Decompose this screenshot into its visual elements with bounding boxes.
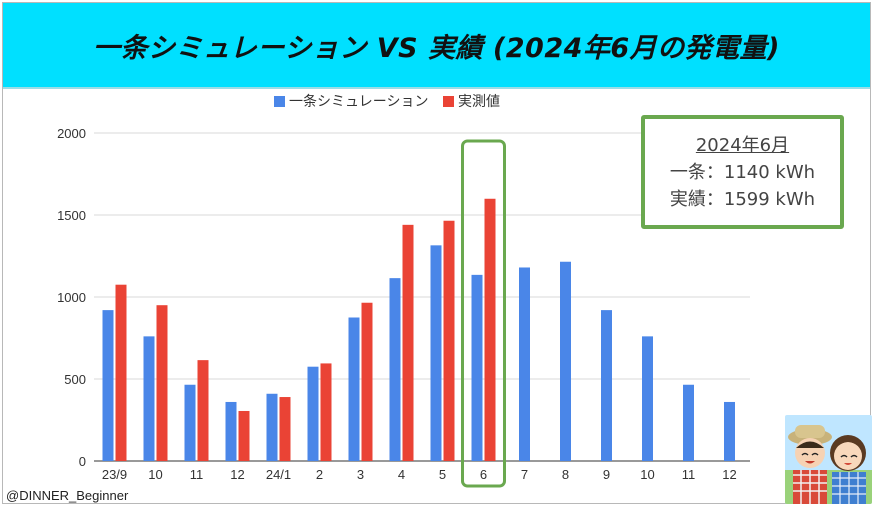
x-tick-label: 9 (603, 467, 610, 482)
bar-simulation (471, 274, 483, 461)
title-banner: 一条シミュレーション VS 実績 (2024年6月の発電量) (3, 3, 870, 89)
bar-simulation (102, 310, 114, 461)
bar-simulation (389, 278, 401, 461)
highlight-frame (461, 139, 506, 488)
bar-actual (115, 284, 127, 461)
bar-simulation (724, 401, 735, 461)
bar-simulation (642, 336, 653, 461)
credit-text: @DINNER_Beginner (6, 488, 129, 503)
y-tick-label: 1000 (57, 290, 86, 305)
x-tick-label: 6 (480, 467, 487, 482)
bar-actual (320, 363, 332, 461)
summary-actual: 実績：1599 kWh (669, 188, 816, 210)
bar-simulation (601, 310, 612, 461)
y-tick-label: 0 (79, 454, 86, 469)
bar-simulation (560, 261, 571, 461)
bar-actual (279, 397, 291, 461)
x-tick-label: 10 (148, 467, 162, 482)
page-title: 一条シミュレーション VS 実績 (2024年6月の発電量) (92, 32, 781, 64)
bar-simulation (430, 245, 442, 461)
bar-simulation (683, 384, 694, 461)
bar-simulation (143, 336, 155, 461)
x-tick-label: 8 (562, 467, 569, 482)
x-tick-label: 12 (722, 467, 736, 482)
y-tick-label: 2000 (57, 126, 86, 141)
legend-swatch (274, 96, 285, 107)
x-tick-label: 12 (230, 467, 244, 482)
summary-title: 2024年6月 (695, 134, 790, 156)
bar-simulation (225, 401, 237, 461)
bar-actual (443, 220, 455, 461)
bar-simulation (307, 366, 319, 461)
x-tick-label: 11 (190, 467, 204, 482)
bar-actual (361, 302, 373, 461)
y-tick-label: 500 (64, 372, 86, 387)
x-tick-label: 7 (521, 467, 528, 482)
x-tick-label: 23/9 (102, 467, 127, 482)
legend-swatch (443, 96, 454, 107)
x-tick-label: 3 (357, 467, 364, 482)
bar-simulation (519, 267, 530, 461)
bar-simulation (184, 384, 196, 461)
legend-label: 実測値 (458, 94, 500, 110)
y-tick-label: 1500 (57, 208, 86, 223)
summary-simulation: 一条：1140 kWh (669, 161, 816, 183)
x-tick-label: 10 (640, 467, 654, 482)
x-tick-label: 4 (398, 467, 405, 482)
bar-actual (402, 224, 414, 461)
x-tick-label: 24/1 (266, 467, 291, 482)
bar-actual (484, 198, 496, 461)
bar-actual (197, 360, 209, 461)
bar-actual (156, 305, 168, 461)
bar-simulation (266, 393, 278, 461)
summary-box: 2024年6月 一条：1140 kWh 実績：1599 kWh (641, 115, 844, 229)
bar-simulation (348, 317, 360, 461)
author-avatar (785, 415, 872, 504)
x-tick-label: 5 (439, 467, 446, 482)
x-tick-label: 2 (316, 467, 323, 482)
bar-actual (238, 410, 250, 461)
x-tick-label: 11 (682, 467, 696, 482)
legend-label: 一条シミュレーション (289, 93, 428, 110)
